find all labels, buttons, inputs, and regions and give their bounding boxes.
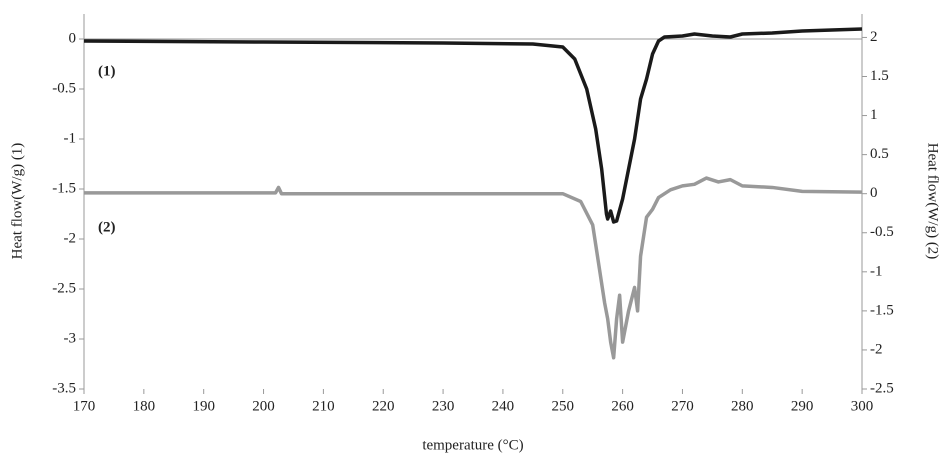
y2-tick-label: 2 bbox=[870, 29, 878, 45]
x-axis-label: temperature (°C) bbox=[422, 437, 523, 453]
y-tick-label: 0 bbox=[69, 30, 77, 46]
annotation: (1) bbox=[98, 63, 116, 79]
x-tick-label: 230 bbox=[432, 398, 455, 414]
x-tick-label: 250 bbox=[552, 398, 575, 414]
y2-axis-label: Heat flow(W/g) (2) bbox=[925, 143, 941, 260]
y-tick-label: -3 bbox=[64, 330, 77, 346]
y2-tick-label: -1.5 bbox=[870, 302, 894, 318]
series-line bbox=[83, 27, 863, 224]
y2-tick-label: 1 bbox=[870, 107, 878, 123]
y-tick-label: -3.5 bbox=[52, 380, 76, 396]
y-tick-label: -1.5 bbox=[52, 180, 76, 196]
y2-tick-label: -2.5 bbox=[870, 380, 894, 396]
x-tick-label: 270 bbox=[671, 398, 694, 414]
annotation: (2) bbox=[98, 219, 116, 235]
x-tick-label: 260 bbox=[611, 398, 634, 414]
y2-tick-label: 0.5 bbox=[870, 146, 889, 162]
x-tick-label: 210 bbox=[312, 398, 335, 414]
y2-tick-label: -0.5 bbox=[870, 224, 894, 240]
y-tick-label: -1 bbox=[64, 130, 77, 146]
x-tick-label: 290 bbox=[791, 398, 814, 414]
y-axis-label: Heat flow(W/g) (1) bbox=[9, 143, 25, 260]
y2-tick-label: -2 bbox=[870, 341, 883, 357]
y2-tick-label: 1.5 bbox=[870, 68, 889, 84]
y-tick-label: -2.5 bbox=[52, 280, 76, 296]
y-tick-label: -0.5 bbox=[52, 80, 76, 96]
x-tick-label: 180 bbox=[133, 398, 156, 414]
x-tick-label: 280 bbox=[731, 398, 754, 414]
x-tick-label: 190 bbox=[192, 398, 215, 414]
x-tick-label: 300 bbox=[851, 398, 874, 414]
y2-tick-label: 0 bbox=[870, 185, 878, 201]
x-tick-label: 200 bbox=[252, 398, 275, 414]
x-tick-label: 170 bbox=[73, 398, 96, 414]
y-tick-label: -2 bbox=[64, 230, 77, 246]
y2-tick-label: -1 bbox=[870, 263, 883, 279]
x-tick-label: 220 bbox=[372, 398, 395, 414]
series-line bbox=[84, 176, 863, 360]
x-tick-label: 240 bbox=[492, 398, 515, 414]
